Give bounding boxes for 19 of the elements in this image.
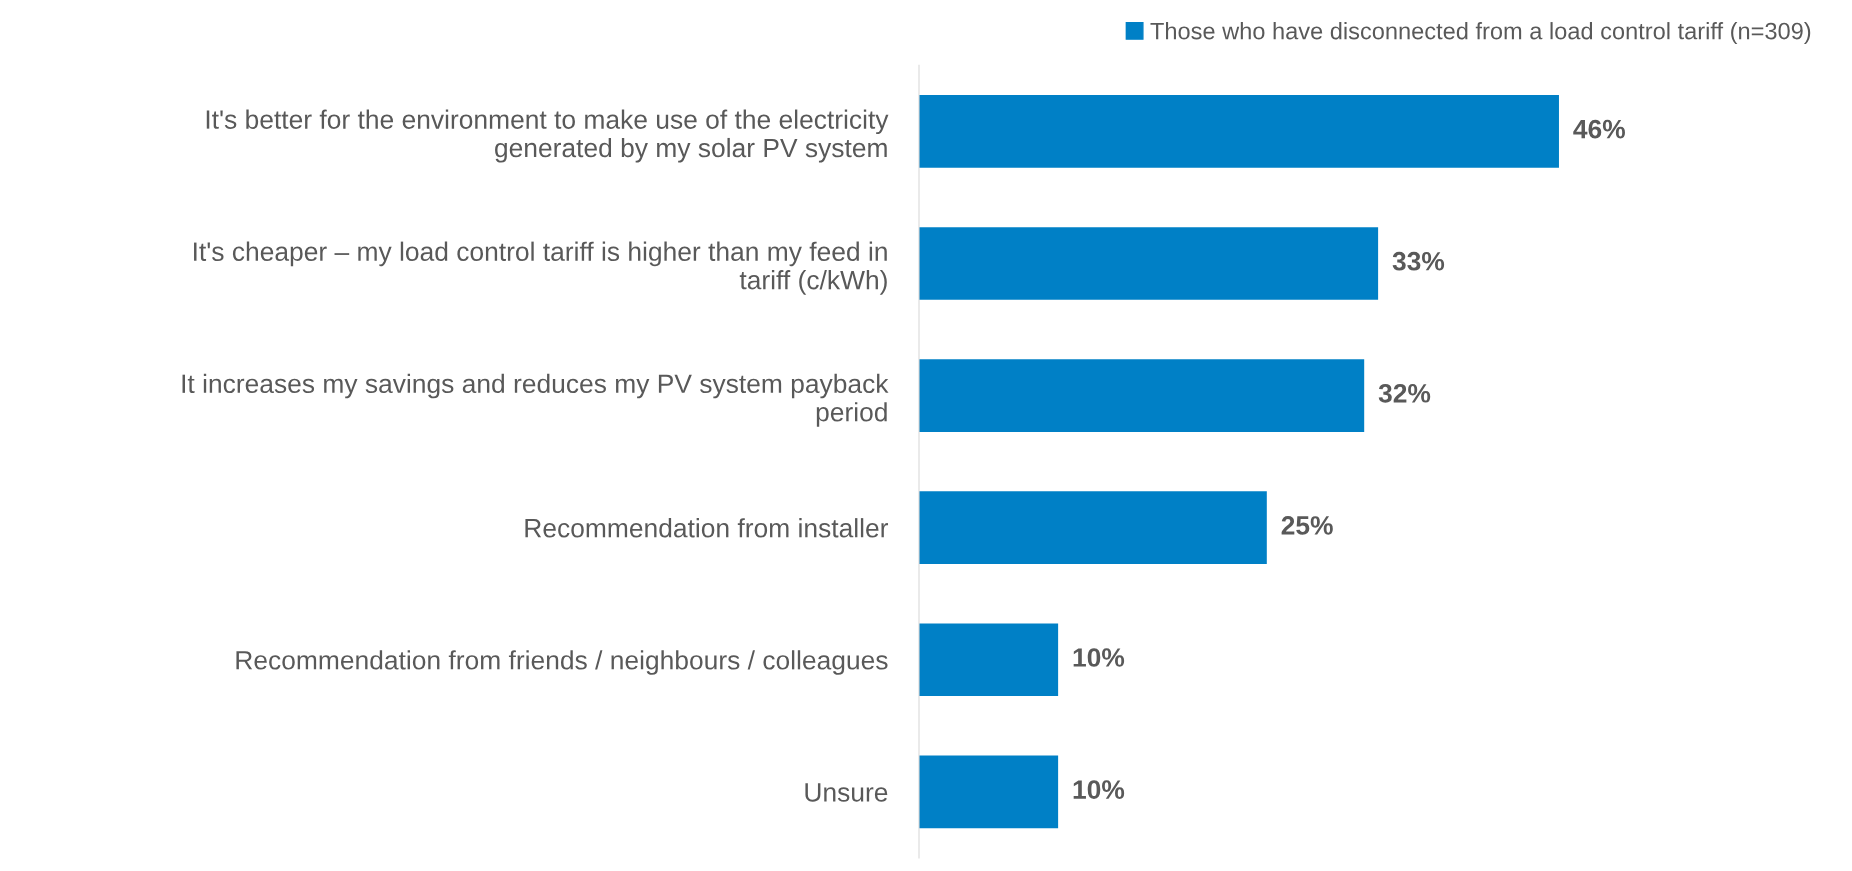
legend-label: Those who have disconnected from a load control tariff (n=309) [1150,22,1811,45]
data-label: 33% [1392,251,1445,271]
y-tick-label: Recommendation from friends / neighbours / colleagues [236,650,888,675]
bar [919,755,1059,829]
y-tick-label: Recommendation from installer [525,518,889,538]
data-label: 32% [1378,383,1431,403]
y-tick-label: Unsure [805,783,888,802]
data-label: 10% [1073,648,1125,667]
data-label: 25% [1281,516,1333,535]
bar [919,623,1059,697]
y-tick-label: It's better for the environment to make use of the electricity generated by my solar PV system [206,109,889,163]
bar [919,227,1379,300]
y-tick-label: It increases my savings and reduces my PV system payback period [182,373,889,427]
bar [919,491,1267,565]
bar [919,359,1365,432]
y-tick-label: It's cheaper – my load control tariff is higher than my feed in tariff (c/kWh) [194,241,887,295]
bar [919,95,1559,168]
data-label: 46% [1573,119,1625,139]
data-label: 10% [1073,780,1125,799]
